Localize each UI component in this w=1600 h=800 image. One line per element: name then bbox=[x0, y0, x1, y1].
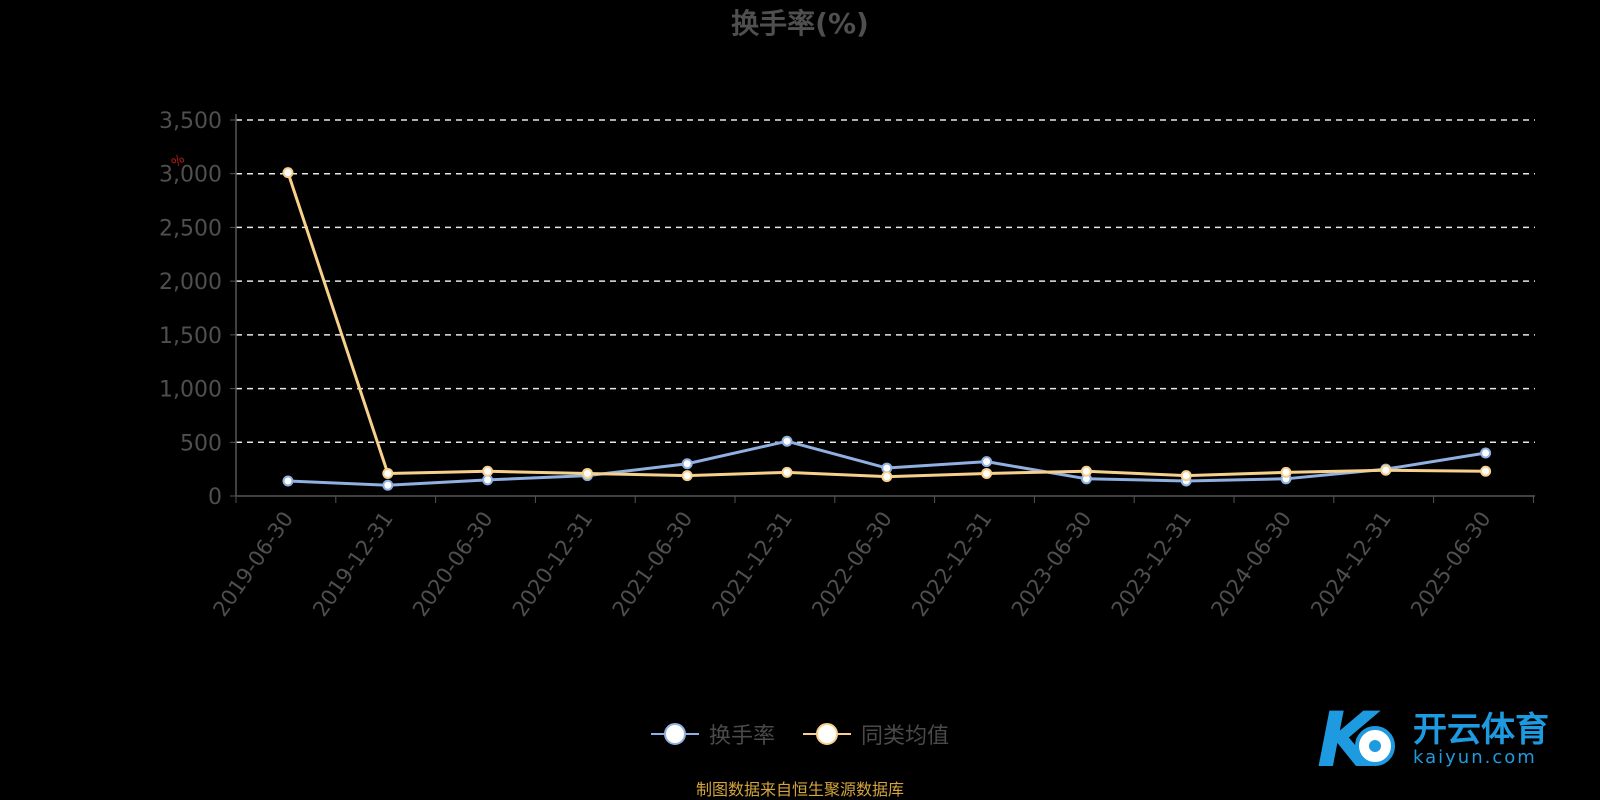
data-point-1 bbox=[1380, 464, 1392, 476]
x-tick-label: 2019-06-30 bbox=[208, 507, 298, 621]
data-point-0 bbox=[1480, 447, 1492, 459]
legend-peer-average-icon bbox=[803, 723, 851, 745]
x-tick-label: 2025-06-30 bbox=[1406, 507, 1496, 621]
data-point-1 bbox=[781, 466, 793, 478]
x-tick-label: 2021-12-31 bbox=[707, 507, 797, 621]
data-point-1 bbox=[981, 467, 993, 479]
y-tick-label: 2,000 bbox=[159, 270, 222, 295]
legend-item-turnover[interactable]: 换手率 bbox=[650, 718, 775, 750]
data-point-1 bbox=[1080, 465, 1092, 477]
series bbox=[282, 167, 1492, 491]
watermark-logo: K 开云体育 kaiyun.com bbox=[1315, 700, 1549, 780]
y-tick-label: 3,000 bbox=[159, 163, 222, 188]
x-tick-label: 2020-12-31 bbox=[508, 507, 598, 621]
data-point-1 bbox=[482, 465, 494, 477]
axes: 05001,0001,5002,0002,5003,0003,500%2019-… bbox=[159, 109, 1535, 621]
legend-turnover-label: 换手率 bbox=[708, 724, 775, 749]
y-tick-label: 1,000 bbox=[159, 378, 222, 403]
y-tick-label: 0 bbox=[208, 485, 222, 510]
legend-item-peer-average[interactable]: 同类均值 bbox=[803, 718, 949, 750]
data-point-1 bbox=[1480, 465, 1492, 477]
series-line-1 bbox=[286, 172, 1486, 479]
x-tick-label: 2024-06-30 bbox=[1206, 507, 1296, 621]
x-tick-label: 2023-06-30 bbox=[1007, 507, 1097, 621]
y-tick-label: 2,500 bbox=[159, 216, 222, 241]
x-tick-label: 2023-12-31 bbox=[1107, 507, 1197, 621]
data-point-1 bbox=[1180, 470, 1192, 482]
x-tick-label: 2022-12-31 bbox=[907, 507, 997, 621]
grid-lines bbox=[236, 119, 1535, 444]
x-tick-label: 2019-12-31 bbox=[308, 507, 398, 621]
data-point-1 bbox=[382, 467, 394, 479]
x-tick-label: 2022-06-30 bbox=[807, 507, 897, 621]
data-point-0 bbox=[781, 435, 793, 447]
x-tick-label: 2021-06-30 bbox=[608, 507, 698, 621]
legend-turnover-icon bbox=[650, 723, 699, 745]
watermark-url: kaiyun.com bbox=[1413, 746, 1537, 768]
legend: 换手率 同类均值 bbox=[0, 718, 1600, 750]
data-point-1 bbox=[681, 470, 693, 482]
source-note: 制图数据来自恒生聚源数据库 bbox=[695, 780, 904, 799]
data-point-1 bbox=[581, 467, 593, 479]
data-point-1 bbox=[1280, 466, 1292, 478]
data-point-0 bbox=[382, 479, 394, 491]
x-tick-label: 2020-06-30 bbox=[408, 507, 498, 621]
y-tick-label: 1,500 bbox=[159, 324, 222, 349]
chart-title: 换手率(%) bbox=[731, 7, 869, 40]
data-point-1 bbox=[282, 167, 294, 179]
y-tick-label: 500 bbox=[180, 431, 222, 456]
data-point-0 bbox=[981, 456, 993, 468]
data-point-1 bbox=[881, 471, 893, 483]
data-point-0 bbox=[681, 458, 693, 470]
y-tick-label: 3,500 bbox=[159, 109, 222, 134]
legend-peer-average-label: 同类均值 bbox=[861, 724, 950, 749]
watermark-brand: 开云体育 bbox=[1413, 709, 1549, 750]
kaiyun-logo-icon: K bbox=[1317, 700, 1395, 780]
x-tick-label: 2024-12-31 bbox=[1306, 507, 1396, 621]
data-point-0 bbox=[282, 475, 294, 487]
